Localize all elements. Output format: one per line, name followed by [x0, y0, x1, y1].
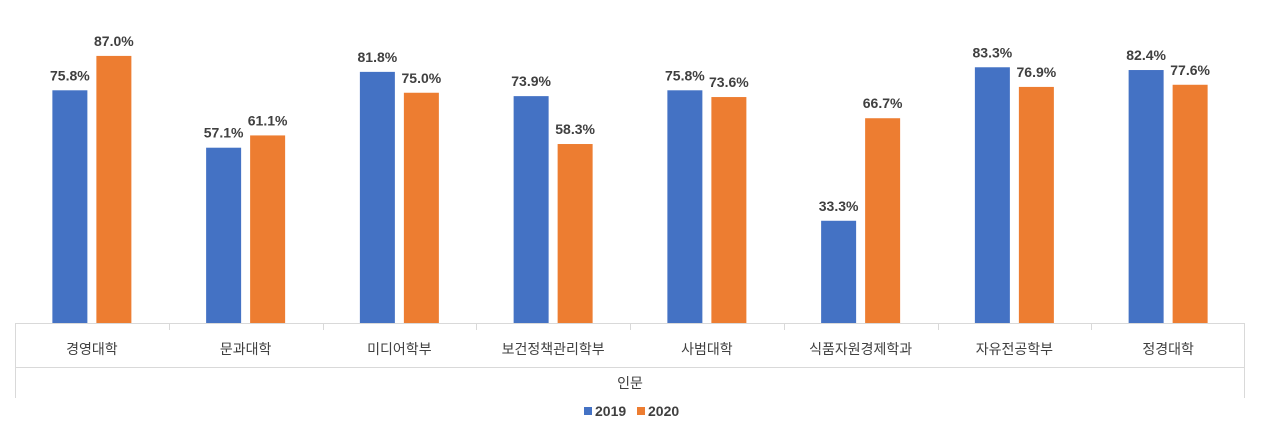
- bar-2019-3: [359, 71, 395, 324]
- data-label: 82.4%: [1126, 47, 1166, 63]
- bar-2019-4: [513, 96, 549, 323]
- category-label: 사범대학: [681, 341, 733, 357]
- category-label: 식품자원경제학과: [809, 341, 912, 357]
- bar-2019-7: [974, 67, 1010, 323]
- legend-swatch-2019: [584, 407, 592, 415]
- bar-2020-3: [403, 92, 439, 323]
- legend-label: 2019: [595, 403, 626, 419]
- category-group-label: 인문: [617, 375, 643, 391]
- data-labels-layer: 75.8% 87.0% 57.1%61.1% 81.8%75.0% 73.9% 58.3%…: [50, 33, 1210, 214]
- bar-2019-1: [52, 90, 88, 323]
- bar-2019-5: [667, 90, 703, 323]
- data-label: 66.7%: [863, 95, 903, 111]
- bar-2020-6: [865, 118, 901, 323]
- category-label: 자유전공학부: [976, 341, 1053, 357]
- data-label: 83.3%: [973, 44, 1013, 60]
- category-label: 문과대학: [220, 341, 272, 357]
- category-label: 정경대학: [1142, 341, 1194, 357]
- category-label: 보건정책관리학부: [502, 341, 605, 357]
- bar-2020-7: [1018, 86, 1054, 324]
- bar-2020-8: [1172, 84, 1208, 323]
- bar-2020-4: [557, 144, 593, 323]
- data-label: 61.1%: [248, 112, 288, 128]
- bar-2019-6: [821, 220, 857, 323]
- data-label: 75.8%: [665, 67, 705, 83]
- data-label: 77.6%: [1170, 62, 1210, 78]
- bar-2020-2: [250, 135, 286, 323]
- axis-frame: [15, 323, 1245, 398]
- legend: 2019 2020: [584, 403, 679, 419]
- data-label: 81.8%: [358, 49, 398, 65]
- category-label: 미디어학부: [367, 341, 432, 357]
- data-label: 58.3%: [555, 121, 595, 137]
- category-labels-layer: 경영대학 문과대학 미디어학부 보건정책관리학부 사범대학 식품자원경제학과 자유전공학부 정…: [66, 341, 1194, 357]
- legend-label: 2020: [648, 403, 679, 419]
- bar-2019-8: [1128, 70, 1164, 323]
- data-label: 75.0%: [402, 70, 442, 86]
- data-label: 57.1%: [204, 125, 244, 141]
- bar-2019-2: [206, 147, 242, 323]
- data-label: 73.6%: [709, 74, 749, 90]
- legend-swatch-2020: [637, 407, 645, 415]
- data-label: 75.8%: [50, 67, 90, 83]
- data-label: 73.9%: [511, 73, 551, 89]
- category-label: 경영대학: [66, 341, 118, 357]
- data-label: 87.0%: [94, 33, 134, 49]
- data-label: 33.3%: [819, 198, 859, 214]
- data-label: 76.9%: [1017, 64, 1057, 80]
- bar-2020-5: [711, 97, 747, 323]
- bar-2020-1: [96, 55, 132, 323]
- bars-layer: [52, 55, 1208, 324]
